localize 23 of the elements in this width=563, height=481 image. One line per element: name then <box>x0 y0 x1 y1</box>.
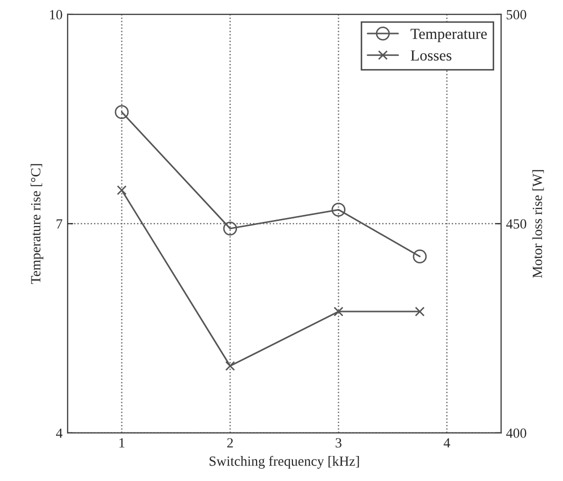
point <box>223 222 238 236</box>
point <box>412 250 427 264</box>
x-tick-label: 3 <box>336 438 342 448</box>
y-axis-title: Temperature rise [°C] <box>30 164 44 284</box>
x-tick-label: 1 <box>120 438 124 448</box>
y2-axis-title: Motor loss rise [W] <box>532 170 544 278</box>
point <box>332 202 346 217</box>
point <box>414 306 425 316</box>
y-tick-label: 4 <box>56 428 62 438</box>
x-tick-label: 2 <box>227 438 233 448</box>
point <box>116 185 127 196</box>
point <box>334 306 344 316</box>
x-axis-title: Switching frequency [kHz] <box>210 456 359 469</box>
y2-tick-label: 450 <box>506 219 526 229</box>
y2-tick-label: 400 <box>506 428 526 438</box>
point <box>225 361 235 371</box>
legend-label: Temperature <box>410 28 487 42</box>
y-tick-label: 7 <box>56 219 62 228</box>
legend-label: Losses <box>410 50 452 61</box>
point <box>114 105 129 120</box>
y-tick-label: 10 <box>50 10 62 20</box>
y2-tick-label: 500 <box>506 10 526 20</box>
x-tick-label: 4 <box>444 438 450 448</box>
